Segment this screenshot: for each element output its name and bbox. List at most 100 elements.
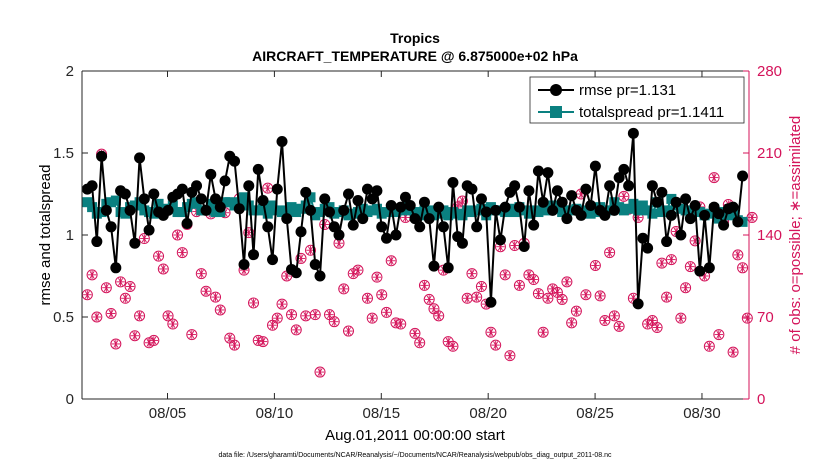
obs-count-point bbox=[286, 309, 298, 321]
obs-count-point bbox=[594, 290, 606, 302]
obs-count-point bbox=[328, 316, 340, 328]
rmse-point bbox=[561, 213, 573, 225]
obs-count-point bbox=[665, 254, 677, 266]
legend-rmse-label: rmse pr=1.131 bbox=[579, 82, 676, 99]
obs-count-point bbox=[243, 227, 255, 239]
rmse-point bbox=[129, 237, 141, 249]
rmse-point bbox=[352, 195, 364, 207]
obs-count-point bbox=[490, 339, 502, 351]
y-left-tick-label: 1.5 bbox=[53, 145, 74, 162]
rmse-point bbox=[162, 204, 174, 216]
obs-count-point bbox=[528, 274, 540, 286]
rmse-point bbox=[390, 229, 402, 241]
obs-count-point bbox=[271, 312, 283, 324]
totalspread-point bbox=[167, 200, 178, 211]
rmse-point bbox=[532, 165, 544, 177]
obs-count-point bbox=[267, 319, 279, 331]
obs-count-point bbox=[276, 298, 288, 310]
obs-count-point bbox=[342, 325, 354, 337]
rmse-point bbox=[670, 196, 682, 208]
obs-count-point bbox=[105, 307, 117, 319]
rmse-series bbox=[81, 127, 749, 310]
rmse-point bbox=[143, 224, 155, 236]
x-tick-label: 08/10 bbox=[256, 405, 294, 422]
rmse-point bbox=[661, 236, 673, 248]
obs-count-point bbox=[229, 339, 241, 351]
totalspread-point bbox=[476, 203, 487, 214]
obs-count-point bbox=[551, 286, 563, 298]
rmse-point bbox=[276, 136, 288, 148]
rmse-point bbox=[328, 221, 340, 233]
rmse-point bbox=[471, 221, 483, 233]
obs-count-point bbox=[138, 233, 150, 245]
legend-spread-label: totalspread pr=1.1411 bbox=[579, 104, 724, 121]
obs-count-point bbox=[366, 312, 378, 324]
rmse-point bbox=[727, 201, 739, 213]
legend-rmse-marker bbox=[550, 84, 562, 96]
rmse-point bbox=[134, 152, 146, 164]
rmse-point bbox=[542, 167, 554, 179]
rmse-point bbox=[200, 204, 212, 216]
rmse-point bbox=[499, 201, 511, 213]
rmse-point bbox=[732, 216, 744, 228]
rmse-point bbox=[414, 221, 426, 233]
rmse-point bbox=[300, 186, 312, 198]
obs-count-point bbox=[352, 264, 364, 276]
obs-count-point bbox=[157, 263, 169, 275]
rmse-point bbox=[547, 204, 559, 216]
rmse-point bbox=[699, 209, 711, 221]
rmse-point bbox=[580, 183, 592, 195]
rmse-point bbox=[86, 180, 98, 192]
rmse-point bbox=[575, 209, 587, 221]
obs-count-point bbox=[433, 310, 445, 322]
totalspread-point bbox=[647, 208, 658, 219]
y-left-tick-label: 2 bbox=[66, 63, 74, 80]
obs-count-point bbox=[618, 190, 630, 202]
plot-area bbox=[82, 71, 749, 399]
rmse-point bbox=[366, 193, 378, 205]
rmse-point bbox=[623, 180, 635, 192]
rmse-point bbox=[651, 196, 663, 208]
rmse-point bbox=[632, 298, 644, 310]
rmse-point bbox=[205, 168, 217, 180]
x-tick-label: 08/30 bbox=[683, 405, 721, 422]
rmse-point bbox=[509, 180, 521, 192]
rmse-point bbox=[105, 221, 117, 233]
x-axis-label: Aug.01,2011 00:00:00 start bbox=[325, 427, 506, 444]
rmse-point bbox=[703, 262, 715, 274]
rmse-point bbox=[418, 196, 430, 208]
obs-count-point bbox=[385, 255, 397, 267]
obs-count-point bbox=[210, 291, 222, 303]
obs-count-point bbox=[100, 282, 112, 294]
obs-count-point bbox=[708, 172, 720, 184]
rmse-point bbox=[138, 193, 150, 205]
obs-count-point bbox=[110, 338, 122, 350]
obs-count-point bbox=[323, 309, 335, 321]
rmse-point bbox=[599, 209, 611, 221]
obs-count-point bbox=[162, 310, 174, 322]
rmse-point bbox=[656, 186, 668, 198]
obs-count-point bbox=[475, 281, 487, 293]
rmse-point bbox=[238, 259, 250, 271]
rmse-point bbox=[518, 240, 530, 252]
obs-count-point bbox=[281, 270, 293, 282]
rmse-point bbox=[342, 188, 354, 200]
rmse-point bbox=[613, 172, 625, 184]
rmse-point bbox=[442, 262, 454, 274]
rmse-point bbox=[694, 265, 706, 277]
y-axis-right-label: # of obs: o=possible; ∗=assimilated bbox=[787, 116, 804, 355]
rmse-point bbox=[191, 180, 203, 192]
rmse-point bbox=[551, 185, 563, 197]
obs-count-point bbox=[703, 340, 715, 352]
totalspread-point bbox=[239, 192, 250, 203]
obs-count-point bbox=[167, 318, 179, 330]
rmse-point bbox=[718, 219, 730, 231]
totalspread-point bbox=[262, 208, 273, 219]
obs-count-point bbox=[119, 292, 131, 304]
obs-count-point bbox=[172, 229, 184, 241]
obs-count-point bbox=[680, 282, 692, 294]
obs-count-point bbox=[380, 306, 392, 318]
rmse-point bbox=[314, 270, 326, 282]
rmse-point bbox=[523, 185, 535, 197]
obs-count-point bbox=[499, 269, 511, 281]
